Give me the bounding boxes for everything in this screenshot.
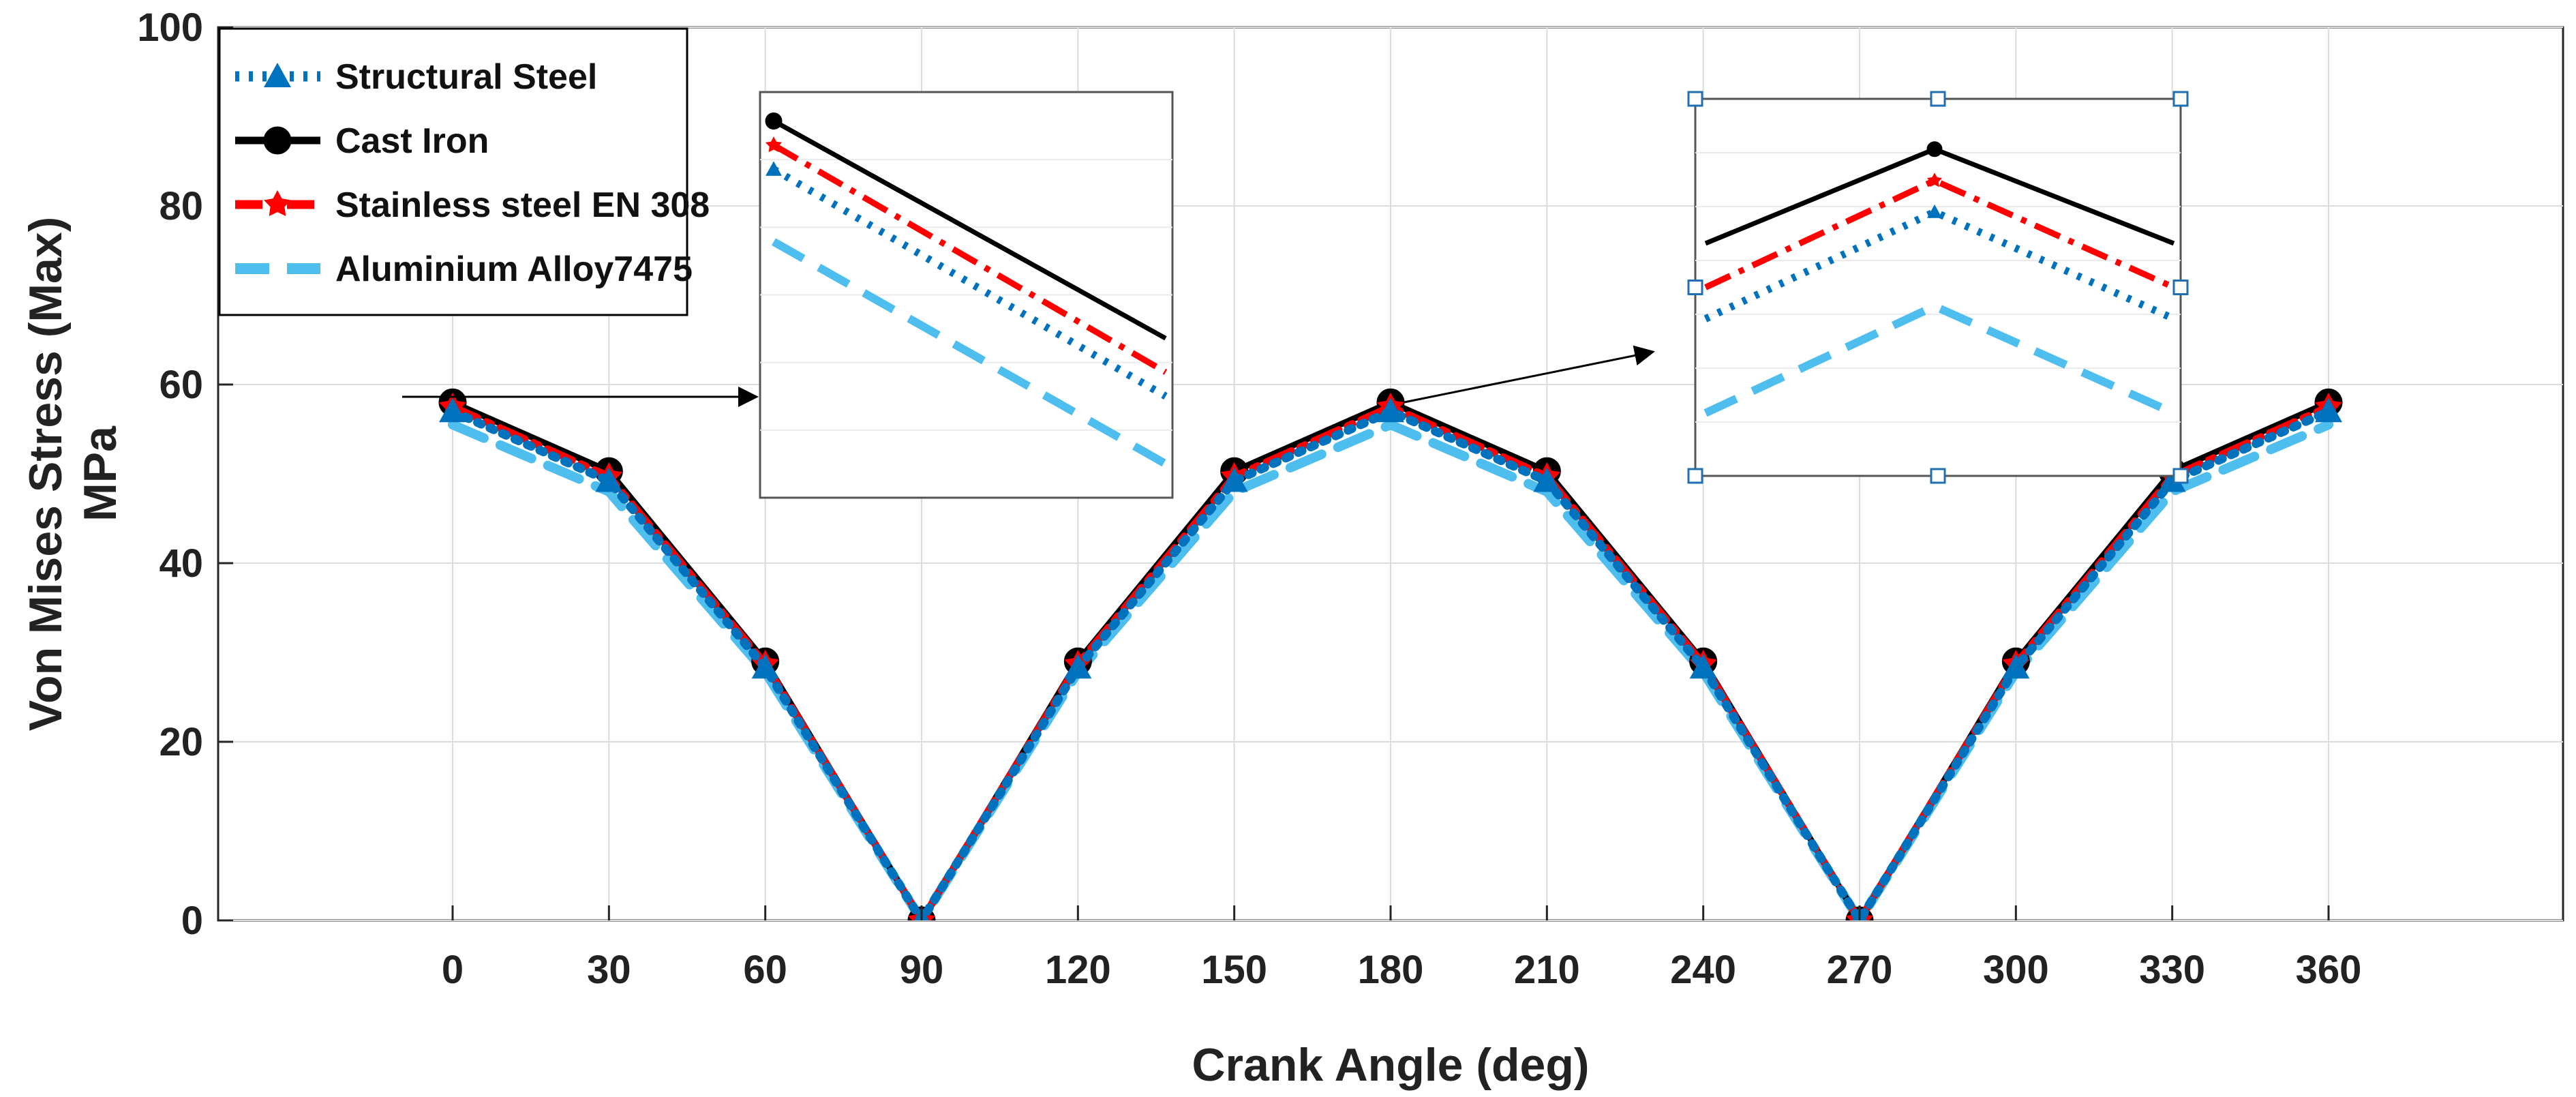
data-point	[1689, 654, 1717, 679]
data-point	[1533, 467, 1561, 492]
inset-left-marker	[766, 136, 782, 153]
inset-left-line	[772, 238, 1168, 468]
legend-label: Structural Steel	[335, 57, 597, 97]
x-tick-label: 210	[1514, 948, 1580, 992]
legend-label: Cast Iron	[335, 121, 489, 161]
legend-label: Stainless steel EN 308	[335, 185, 710, 225]
x-tick-label: 330	[2139, 948, 2205, 992]
y-tick-label: 80	[159, 184, 203, 228]
inset-resize-handle[interactable]	[1687, 280, 1703, 295]
x-tick-label: 0	[442, 948, 464, 992]
inset-right-line	[1703, 301, 2176, 417]
inset-resize-handle[interactable]	[2172, 280, 2189, 295]
data-point	[2158, 467, 2186, 492]
data-point	[751, 654, 779, 679]
inset-resize-handle[interactable]	[1687, 468, 1703, 484]
y-tick-label: 0	[181, 899, 203, 943]
legend-label: Aluminium Alloy7475	[335, 250, 693, 289]
legend: Structural Steel Cast Iron Stainless steel…	[218, 27, 710, 316]
legend-marker	[264, 63, 291, 87]
data-point	[1064, 654, 1092, 679]
inset-resize-handle[interactable]	[1687, 91, 1703, 107]
y-tick-label: 60	[159, 363, 203, 407]
series-structural-steel	[439, 397, 2342, 920]
x-axis-label: Crank Angle (deg)	[1192, 1039, 1589, 1091]
inset-resize-handle[interactable]	[1930, 468, 1946, 484]
x-tick-label: 300	[1983, 948, 2049, 992]
inset-left-marker	[766, 161, 782, 176]
inset-right-marker	[1927, 204, 1942, 218]
data-point	[1220, 467, 1248, 492]
inset-right-line	[1703, 207, 2176, 322]
x-tick-label: 240	[1670, 948, 1736, 992]
y-tick-label: 40	[159, 541, 203, 586]
x-tick-label: 90	[900, 948, 944, 992]
x-tick-label: 30	[587, 948, 631, 992]
y-tick-label: 20	[159, 720, 203, 764]
x-tick-label: 60	[743, 948, 787, 992]
inset-zoom-left	[402, 91, 1174, 499]
y-axis-label: Von Mises Stress (Max)	[20, 217, 72, 732]
x-tick-label: 180	[1358, 948, 1424, 992]
legend-marker	[264, 190, 291, 216]
data-point	[1377, 397, 1404, 423]
x-tick-label: 120	[1045, 948, 1111, 992]
inset-resize-handle[interactable]	[2172, 468, 2189, 484]
inset-resize-handle[interactable]	[2172, 91, 2189, 107]
inset-left-line	[772, 119, 1167, 341]
inset-right-arrow	[1404, 345, 1655, 404]
inset-resize-handle[interactable]	[1930, 91, 1946, 107]
axis-ticks: 0 30 60 90 120 150 180 210 240 270 300 330 360 0 20 40 6…	[137, 5, 2361, 992]
inset-right-line	[1704, 177, 2175, 290]
inset-right-marker	[1927, 172, 1942, 187]
inset-left-marker	[765, 112, 783, 130]
data-point	[439, 397, 466, 423]
x-tick-label: 150	[1201, 948, 1267, 992]
x-tick-label: 360	[2296, 948, 2362, 992]
x-tick-label: 270	[1827, 948, 1893, 992]
legend-marker	[263, 126, 292, 155]
data-point	[595, 467, 623, 492]
inset-zoom-right	[1404, 91, 2189, 484]
y-tick-label: 100	[137, 5, 203, 50]
inset-right-marker	[1926, 141, 1943, 157]
data-point	[2315, 397, 2342, 423]
data-point	[2002, 654, 2030, 679]
y-axis-unit-label: MPa	[74, 425, 126, 522]
inset-left-line	[772, 142, 1168, 375]
